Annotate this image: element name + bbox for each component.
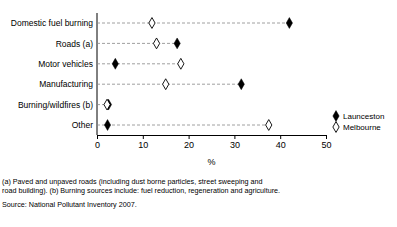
x-axis-line <box>98 136 327 140</box>
x-tick: 20 <box>184 135 194 150</box>
x-tick-mark <box>189 135 190 139</box>
x-tick: 50 <box>321 135 331 150</box>
dot <box>112 58 118 69</box>
dot <box>153 38 159 49</box>
leader-line <box>97 63 181 64</box>
leader-line <box>97 23 289 24</box>
legend-label: Launceston <box>343 112 384 121</box>
leader-line <box>97 43 177 44</box>
y-tick-label: Roads (a) <box>56 39 93 49</box>
x-tick-mark <box>280 135 281 139</box>
y-tick: Manufacturing <box>39 79 97 89</box>
source: Source: National Pollutant Inventory 200… <box>2 200 137 209</box>
x-tick-label: 0 <box>95 140 100 150</box>
x-tick-mark <box>326 135 327 139</box>
x-tick: 0 <box>95 135 100 150</box>
dot <box>104 120 110 131</box>
y-tick: Roads (a) <box>56 39 97 49</box>
footnote: road building). (b) Burning sources incl… <box>2 186 280 195</box>
dot <box>238 79 244 90</box>
x-tick-mark <box>234 135 235 139</box>
x-tick-label: 20 <box>184 140 194 150</box>
legend: Launceston Melbourne <box>333 111 385 133</box>
x-tick: 30 <box>230 135 240 150</box>
footnote: (a) Paved and unpaved roads (including d… <box>2 177 263 186</box>
dot <box>178 58 184 69</box>
leader-line <box>97 125 269 126</box>
x-tick-label: 10 <box>138 140 148 150</box>
y-tick: Burning/wildfires (b) <box>18 100 97 110</box>
y-tick: Motor vehicles <box>38 59 97 69</box>
x-tick-label: 40 <box>276 140 286 150</box>
dot <box>286 18 292 29</box>
dot <box>266 120 272 131</box>
legend-marker <box>333 111 339 122</box>
x-tick-label: 50 <box>321 140 331 150</box>
x-tick-mark <box>97 135 98 139</box>
left-frame <box>97 13 98 135</box>
x-axis: 0 10 20 30 40 50 <box>95 135 332 150</box>
y-tick-label: Domestic fuel burning <box>11 18 93 28</box>
y-tick-label: Manufacturing <box>39 79 93 89</box>
y-tick-label: Motor vehicles <box>38 59 93 69</box>
plot-area <box>97 18 292 131</box>
x-tick: 40 <box>276 135 286 150</box>
y-tick: Other <box>72 120 97 130</box>
dot <box>174 38 180 49</box>
legend-label: Melbourne <box>343 123 381 132</box>
x-axis-title: % <box>207 157 215 167</box>
chart: 0 10 20 30 40 50% Domestic fuel burning Roads (… <box>0 0 397 227</box>
y-tick-label: Burning/wildfires (b) <box>18 100 93 110</box>
dot <box>104 99 110 110</box>
y-tick: Domestic fuel burning <box>11 18 97 28</box>
dot <box>163 79 169 90</box>
y-axis: Domestic fuel burning Roads (a) Motor vehi… <box>11 18 97 130</box>
x-tick-mark <box>143 135 144 139</box>
x-tick-label: 30 <box>230 140 240 150</box>
legend-marker <box>333 122 339 133</box>
y-tick-label: Other <box>72 120 93 130</box>
x-tick: 10 <box>138 135 148 150</box>
dot <box>149 18 155 29</box>
